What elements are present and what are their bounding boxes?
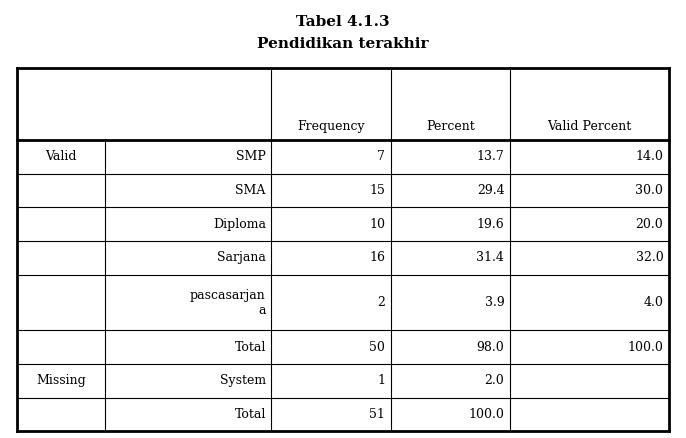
Text: 100.0: 100.0 — [469, 408, 504, 421]
Text: 32.0: 32.0 — [636, 251, 663, 265]
Text: Pendidikan terakhir: Pendidikan terakhir — [257, 37, 429, 51]
Text: 14.0: 14.0 — [635, 150, 663, 163]
Text: 2.0: 2.0 — [484, 374, 504, 387]
Text: 15: 15 — [369, 184, 385, 197]
Text: SMP: SMP — [236, 150, 265, 163]
Text: pascasarjan
a: pascasarjan a — [190, 289, 265, 317]
Text: 1: 1 — [377, 374, 385, 387]
Text: Percent: Percent — [426, 120, 475, 133]
Text: 19.6: 19.6 — [477, 218, 504, 231]
Text: 3.9: 3.9 — [484, 296, 504, 309]
Text: 31.4: 31.4 — [477, 251, 504, 265]
Text: Valid Percent: Valid Percent — [547, 120, 632, 133]
Text: Total: Total — [235, 408, 265, 421]
Text: 29.4: 29.4 — [477, 184, 504, 197]
Text: 30.0: 30.0 — [635, 184, 663, 197]
Text: 98.0: 98.0 — [477, 341, 504, 353]
Text: Missing: Missing — [36, 374, 86, 387]
Text: SMA: SMA — [235, 184, 265, 197]
Text: 16: 16 — [369, 251, 385, 265]
Text: Sarjana: Sarjana — [217, 251, 265, 265]
Text: 2: 2 — [377, 296, 385, 309]
Text: 10: 10 — [369, 218, 385, 231]
Text: 7: 7 — [377, 150, 385, 163]
Text: Frequency: Frequency — [297, 120, 365, 133]
Text: 4.0: 4.0 — [643, 296, 663, 309]
Text: 20.0: 20.0 — [636, 218, 663, 231]
Text: Diploma: Diploma — [213, 218, 265, 231]
Text: 50: 50 — [369, 341, 385, 353]
Text: Valid: Valid — [45, 150, 77, 163]
Text: 51: 51 — [369, 408, 385, 421]
Text: 100.0: 100.0 — [628, 341, 663, 353]
Text: 13.7: 13.7 — [477, 150, 504, 163]
Text: Tabel 4.1.3: Tabel 4.1.3 — [296, 15, 390, 29]
Text: Total: Total — [235, 341, 265, 353]
Text: System: System — [220, 374, 265, 387]
